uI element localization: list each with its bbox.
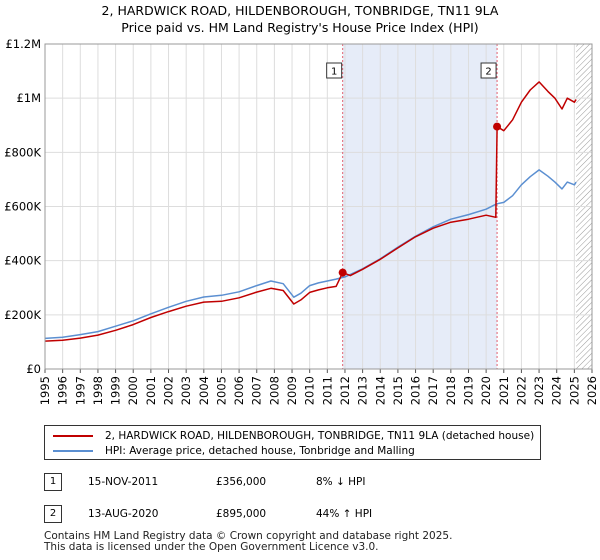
x-tick-label: 2014 [373, 376, 387, 405]
x-tick-label: 2009 [285, 376, 299, 405]
legend-label-hpi: HPI: Average price, detached house, Tonb… [105, 445, 415, 457]
chart-title-line-1: 2, HARDWICK ROAD, HILDENBOROUGH, TONBRID… [101, 3, 499, 18]
sale-1-point [338, 268, 347, 277]
x-tick-label: 1999 [109, 376, 123, 405]
x-tick-label: 2020 [479, 376, 493, 405]
x-tick-label: 2026 [585, 376, 599, 405]
x-tick-label: 1995 [38, 376, 52, 405]
legend: 2, HARDWICK ROAD, HILDENBOROUGH, TONBRID… [44, 425, 541, 460]
y-tick-label: £0 [26, 362, 41, 376]
x-tick-label: 2006 [232, 376, 246, 405]
legend-item-property: 2, HARDWICK ROAD, HILDENBOROUGH, TONBRID… [53, 428, 534, 444]
sale-badge-2: 2 [44, 505, 62, 523]
legend-swatch-property [53, 435, 93, 437]
y-tick-label: £1.2M [5, 37, 41, 51]
x-tick-label: 2010 [303, 376, 317, 405]
x-tick-label: 1997 [73, 376, 87, 405]
x-tick-label: 2004 [197, 376, 211, 405]
x-tick-label: 2019 [461, 376, 475, 405]
x-tick-label: 1998 [91, 376, 105, 405]
legend-item-hpi: HPI: Average price, detached house, Tonb… [53, 443, 415, 459]
legend-swatch-hpi [53, 450, 93, 452]
x-tick-label: 2003 [179, 376, 193, 405]
x-tick-label: 2023 [532, 376, 546, 405]
sale-price-1: £356,000 [216, 476, 267, 488]
y-tick-label: £600K [4, 200, 41, 214]
x-tick-label: 2024 [550, 376, 564, 405]
x-tick-label: 2013 [356, 376, 370, 405]
sale-price-2: £895,000 [216, 508, 267, 520]
chart-title: 2, HARDWICK ROAD, HILDENBOROUGH, TONBRID… [0, 2, 600, 36]
sale-2-box-label: 2 [485, 67, 491, 78]
plot-frame [44, 43, 593, 370]
y-tick-label: £1M [16, 91, 41, 105]
x-tick-label: 2008 [267, 376, 281, 405]
sale-2-point [493, 122, 502, 131]
footer-line-1: Contains HM Land Registry data © Crown c… [44, 530, 453, 542]
sale-hpi-1: 8% ↓ HPI [316, 476, 366, 488]
sale-badge-1: 1 [44, 473, 62, 491]
x-tick-label: 2002 [162, 376, 176, 405]
footer: Contains HM Land Registry data © Crown c… [44, 531, 452, 553]
x-tick-label: 2015 [391, 376, 405, 405]
legend-label-property: 2, HARDWICK ROAD, HILDENBOROUGH, TONBRID… [105, 430, 535, 442]
x-tick-label: 2025 [567, 376, 581, 405]
sale-2-box [480, 62, 497, 79]
x-tick-label: 2017 [426, 376, 440, 405]
y-tick-label: £400K [4, 254, 41, 268]
x-tick-label: 2012 [338, 376, 352, 405]
sale-1-box-label: 1 [331, 67, 337, 78]
y-tick-label: £800K [4, 145, 41, 159]
property-line [44, 81, 577, 342]
chart-title-line-2: Price paid vs. HM Land Registry's House … [121, 20, 479, 35]
footer-line-2: This data is licensed under the Open Gov… [44, 541, 379, 553]
sale-1-box [326, 62, 343, 79]
x-tick-label: 1996 [56, 376, 70, 405]
sale-hpi-2: 44% ↑ HPI [316, 508, 373, 520]
x-tick-label: 2005 [214, 376, 228, 405]
x-tick-label: 2018 [444, 376, 458, 405]
x-tick-label: 2021 [497, 376, 511, 405]
x-tick-label: 2022 [514, 376, 528, 405]
x-tick-label: 2007 [250, 376, 264, 405]
y-tick-label: £200K [4, 308, 41, 322]
x-tick-label: 2000 [126, 376, 140, 405]
x-tick-label: 2011 [320, 376, 334, 405]
x-tick-label: 2016 [409, 376, 423, 405]
x-tick-label: 2001 [144, 376, 158, 405]
sale-date-2: 13-AUG-2020 [88, 508, 159, 520]
sale-date-1: 15-NOV-2011 [88, 476, 159, 488]
